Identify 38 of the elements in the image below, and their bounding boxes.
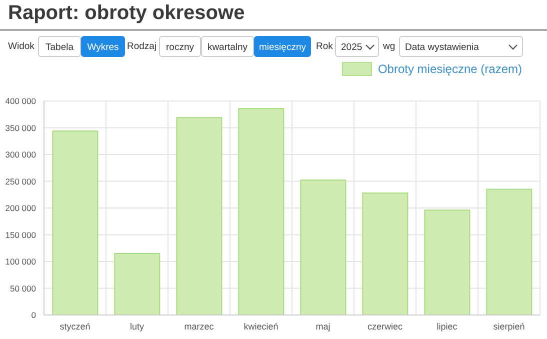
x-tick-label: lipiec	[436, 321, 458, 332]
legend-label: Obroty miesięczne (razem)	[376, 62, 522, 76]
text: wg	[383, 40, 396, 54]
x-tick-label: kwiecień	[244, 321, 278, 332]
bar	[238, 108, 284, 315]
y-tick-label: 0	[31, 310, 36, 320]
text: Data wystawienia	[399, 36, 523, 57]
text: 2025	[335, 36, 379, 57]
text: Widok	[8, 40, 34, 54]
text: Rok	[316, 40, 333, 54]
bar	[52, 130, 98, 315]
bar	[486, 188, 532, 315]
y-tick-label: 200 000	[5, 203, 36, 214]
y-tick-label: 50 000	[10, 283, 36, 294]
x-tick-label: czerwiec	[367, 321, 403, 332]
x-tick-label: maj	[316, 321, 330, 332]
y-tick-label: 400 000	[5, 96, 36, 106]
y-tick-label: 250 000	[5, 176, 36, 186]
bar	[114, 252, 160, 315]
text: Tabela	[38, 36, 81, 57]
y-tick-label: 150 000	[5, 230, 36, 240]
text: miesięczny	[254, 36, 311, 57]
y-tick-label: 300 000	[5, 150, 36, 160]
text: Wykres	[81, 36, 125, 57]
text: Rodzaj	[127, 40, 157, 54]
x-tick-label: styczeń	[60, 321, 90, 332]
bar	[300, 180, 346, 315]
x-tick-label: luty	[130, 321, 144, 332]
y-tick-label: 350 000	[5, 122, 36, 133]
y-tick-label: 100 000	[5, 256, 36, 267]
bar	[362, 192, 408, 315]
chart-title: Raport: obroty okresowe	[8, 2, 245, 25]
x-tick-label: marzec	[184, 321, 214, 332]
bar	[424, 210, 470, 315]
text: kwartalny	[201, 36, 254, 57]
x-tick-label: sierpień	[493, 321, 525, 332]
text: roczny	[159, 36, 201, 57]
bar	[176, 117, 222, 315]
